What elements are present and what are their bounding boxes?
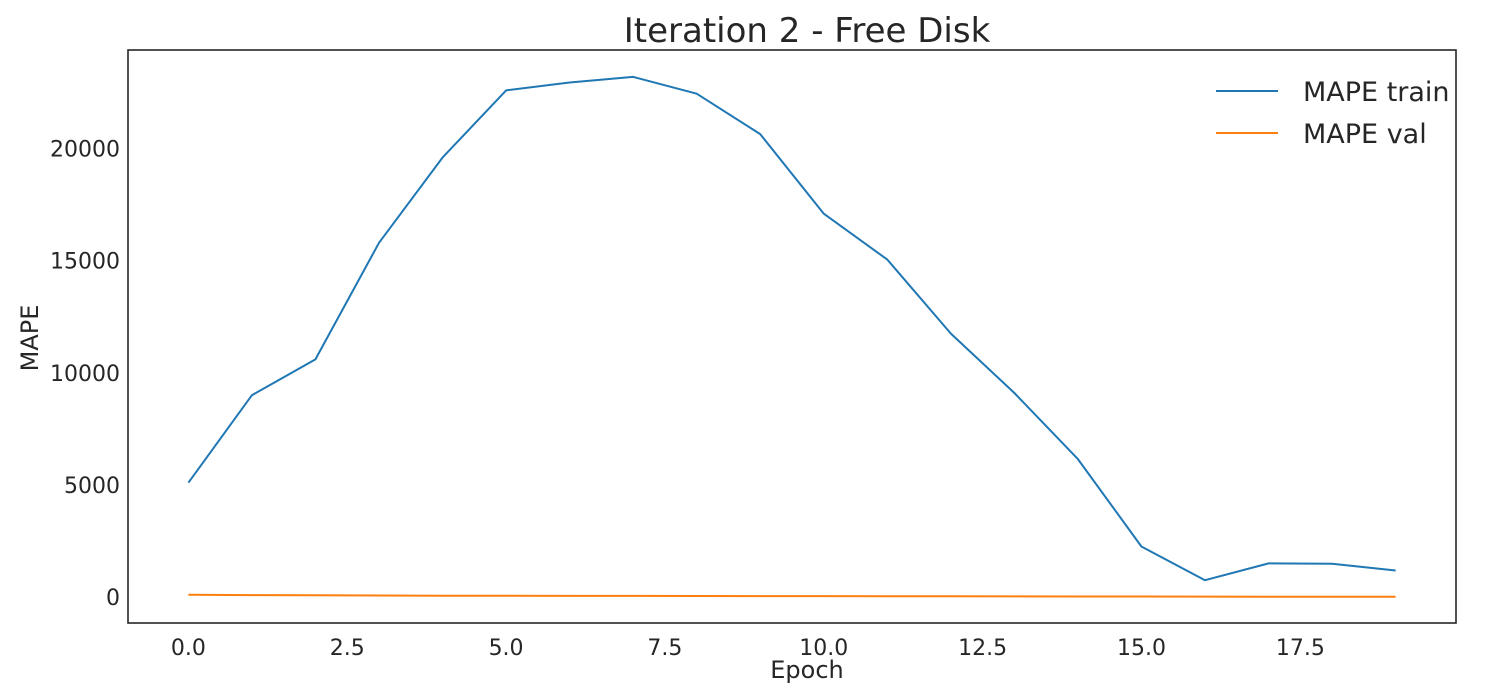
y-axis-ticks: 0 5000 10000 15000 20000: [50, 138, 120, 611]
x-tick-label: 5.0: [489, 636, 524, 661]
y-tick-label: 5000: [64, 474, 120, 499]
x-tick-label: 7.5: [647, 636, 682, 661]
y-tick-label: 20000: [50, 138, 120, 163]
chart-title: Iteration 2 - Free Disk: [624, 11, 991, 51]
series-line-mape-val: [188, 593, 1396, 598]
x-axis-label: Epoch: [770, 656, 844, 684]
plot-area: [127, 49, 1457, 624]
y-tick-label: 15000: [50, 250, 120, 275]
series-line-mape-train: [187, 75, 1396, 582]
x-tick-label: 0.0: [171, 636, 206, 661]
x-tick-label: 12.5: [958, 636, 1007, 661]
x-tick-label: 2.5: [330, 636, 365, 661]
legend: MAPE train MAPE val: [1216, 77, 1450, 150]
y-tick-label: 0: [106, 586, 120, 611]
y-tick-label: 10000: [50, 362, 120, 387]
x-tick-label: 10.0: [799, 636, 848, 661]
y-axis-label: MAPE: [16, 305, 44, 372]
legend-label: MAPE train: [1303, 77, 1450, 108]
x-tick-label: 17.5: [1276, 636, 1325, 661]
series-layer: [187, 75, 1396, 598]
x-tick-label: 15.0: [1117, 636, 1166, 661]
x-axis-ticks: 0.0 2.5 5.0 7.5 10.0 12.5 15.0 17.5: [171, 636, 1325, 661]
legend-label: MAPE val: [1303, 119, 1427, 150]
